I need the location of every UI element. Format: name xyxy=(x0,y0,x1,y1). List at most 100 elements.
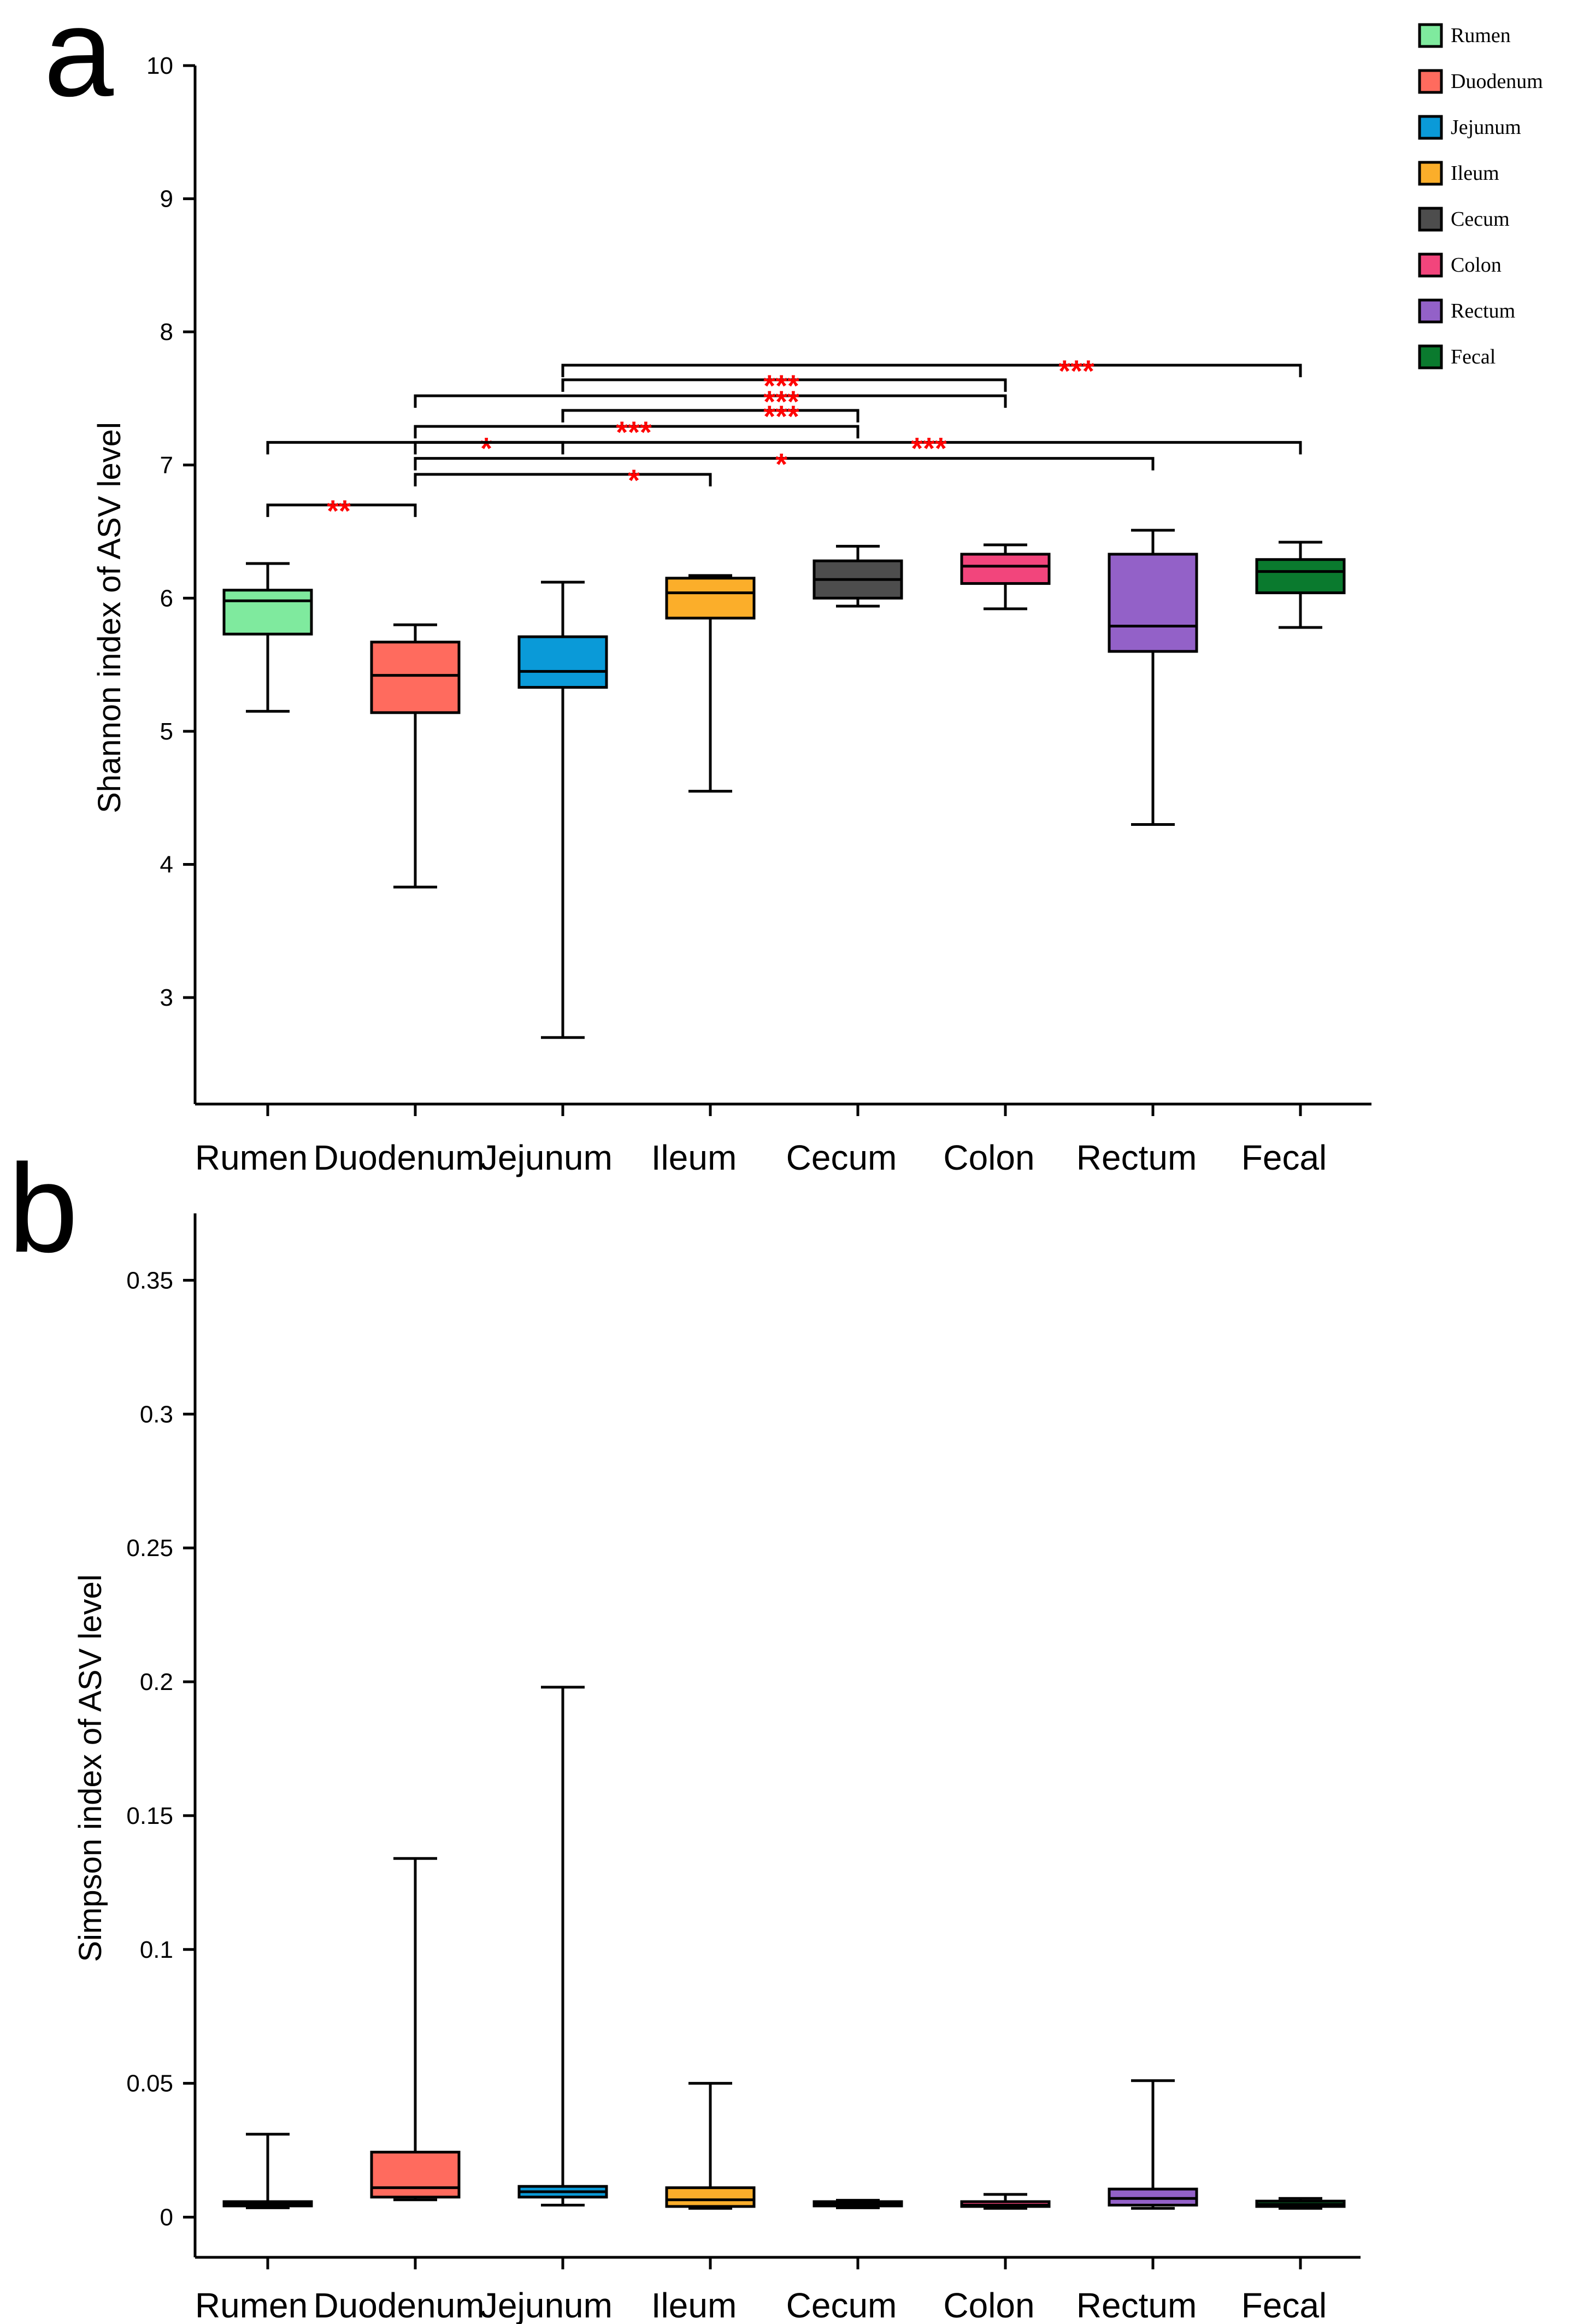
significance-duodenum-rectum: * xyxy=(414,447,1155,482)
legend-swatch xyxy=(1418,115,1443,140)
box-colon xyxy=(960,2193,1051,2210)
significance-bracket xyxy=(414,425,859,439)
legend-swatch xyxy=(1418,69,1443,94)
panel-label-a: a xyxy=(44,0,114,122)
x-tick-label-rumen: Rumen xyxy=(195,2286,308,2324)
y-tick-label: 0 xyxy=(160,2204,173,2231)
significance-stars: * xyxy=(480,431,492,465)
significance-stars: *** xyxy=(763,368,799,403)
legend: Rumen Duodenum Jejunum Ileum Cecum Colon Rectu… xyxy=(1418,23,1543,369)
legend-swatch xyxy=(1418,23,1443,48)
y-tick-label: 0.1 xyxy=(140,1936,173,1963)
x-tick-label-colon: Colon xyxy=(943,1138,1034,1177)
legend-label: Cecum xyxy=(1451,208,1510,231)
y-tick-label: 3 xyxy=(160,984,173,1011)
box-rectum xyxy=(1108,2079,1198,2210)
significance-rumen-duodenum: ** xyxy=(266,494,417,528)
significance-stars: * xyxy=(775,447,787,482)
significance-bracket xyxy=(561,409,859,422)
significance-bracket xyxy=(414,441,1302,455)
x-tick-label-rectum: Rectum xyxy=(1076,1138,1197,1177)
significance-jejunum-cecum: *** xyxy=(561,399,859,433)
legend-swatch xyxy=(1418,161,1443,186)
x-tick-label-duodenum: Duodenum xyxy=(313,1138,484,1177)
legend-label: Jejunum xyxy=(1451,116,1521,139)
box-body xyxy=(960,553,1051,585)
significance-jejunum-colon: *** xyxy=(561,368,1007,403)
significance-bracket xyxy=(561,378,1007,392)
y-tick-label: 8 xyxy=(160,319,173,345)
y-tick-label: 0.3 xyxy=(140,1401,173,1428)
significance-bracket xyxy=(561,363,1302,378)
legend-label: Rumen xyxy=(1451,24,1511,47)
legend-item-rumen: Rumen xyxy=(1418,23,1511,48)
significance-stars: *** xyxy=(616,415,652,449)
box-duodenum xyxy=(370,623,461,889)
significance-duodenum-fecal: *** xyxy=(414,431,1302,465)
significance-bracket xyxy=(266,503,417,517)
box-cecum xyxy=(813,544,903,608)
y-tick-label: 0.35 xyxy=(126,1267,173,1294)
box-rectum xyxy=(1108,529,1198,826)
significance-stars: *** xyxy=(763,384,799,419)
x-tick-label-fecal: Fecal xyxy=(1241,2286,1327,2324)
box-body xyxy=(665,577,756,620)
significance-stars: *** xyxy=(763,399,799,433)
x-tick-label-rumen: Rumen xyxy=(195,1138,308,1177)
box-cecum xyxy=(813,2199,903,2209)
legend-item-ileum: Ileum xyxy=(1418,161,1499,186)
significance-stars: * xyxy=(628,463,640,497)
box-body xyxy=(517,635,608,689)
box-ileum xyxy=(665,574,756,793)
legend-label: Rectum xyxy=(1451,300,1515,322)
significance-stars: *** xyxy=(911,431,947,465)
box-rumen xyxy=(222,562,313,713)
x-tick-label-cecum: Cecum xyxy=(786,2286,897,2324)
x-tick-label-cecum: Cecum xyxy=(786,1138,897,1177)
legend-item-cecum: Cecum xyxy=(1418,207,1510,232)
x-tick-label-colon: Colon xyxy=(943,2286,1034,2324)
y-tick-label: 0.2 xyxy=(140,1669,173,1695)
y-tick-label: 9 xyxy=(160,186,173,213)
box-colon xyxy=(960,543,1051,611)
simpson-chart: 0 0.05 0.1 0.15 0.2 0.25 0.3 0.35 Simpson index … xyxy=(73,1213,1361,2324)
legend-swatch xyxy=(1418,207,1443,232)
y-axis-title: Simpson index of ASV level xyxy=(73,1574,108,1962)
box-ileum xyxy=(665,2082,756,2210)
significance-stars: *** xyxy=(1058,354,1094,388)
legend-swatch xyxy=(1418,298,1443,324)
y-tick-label: 0.15 xyxy=(126,1803,173,1829)
significance-jejunum-fecal: *** xyxy=(561,354,1302,388)
significance-bracket xyxy=(414,457,1155,471)
legend-label: Duodenum xyxy=(1451,70,1543,93)
y-tick-label: 4 xyxy=(160,852,173,878)
significance-bracket xyxy=(414,473,712,486)
box-body xyxy=(1255,558,1346,595)
panel-label-b: b xyxy=(8,1138,78,1278)
y-tick-label: 6 xyxy=(160,585,173,612)
y-tick-label: 7 xyxy=(160,452,173,479)
y-tick-label: 0.05 xyxy=(126,2070,173,2097)
box-body xyxy=(1108,553,1198,653)
legend-item-fecal: Fecal xyxy=(1418,344,1496,369)
box-rumen xyxy=(222,2133,313,2209)
box-body xyxy=(370,641,461,714)
x-tick-label-ileum: Ileum xyxy=(651,2286,737,2324)
legend-item-rectum: Rectum xyxy=(1418,298,1515,324)
y-axis-title: Shannon index of ASV level xyxy=(92,422,127,813)
x-tick-label-duodenum: Duodenum xyxy=(313,2286,484,2324)
legend-item-jejunum: Jejunum xyxy=(1418,115,1521,140)
x-tick-label-fecal: Fecal xyxy=(1241,1138,1327,1177)
box-body xyxy=(370,2151,461,2199)
significance-duodenum-cecum: *** xyxy=(414,415,859,449)
x-tick-label-jejunum: Jejunum xyxy=(480,1138,613,1177)
box-body xyxy=(665,2186,756,2208)
box-body xyxy=(222,589,313,636)
x-tick-label-jejunum: Jejunum xyxy=(480,2286,613,2324)
significance-stars: ** xyxy=(327,494,351,528)
significance-duodenum-colon: *** xyxy=(414,384,1007,419)
significance-duodenum-ileum: * xyxy=(414,463,712,497)
legend-swatch xyxy=(1418,253,1443,278)
x-tick-label-rectum: Rectum xyxy=(1076,2286,1197,2324)
